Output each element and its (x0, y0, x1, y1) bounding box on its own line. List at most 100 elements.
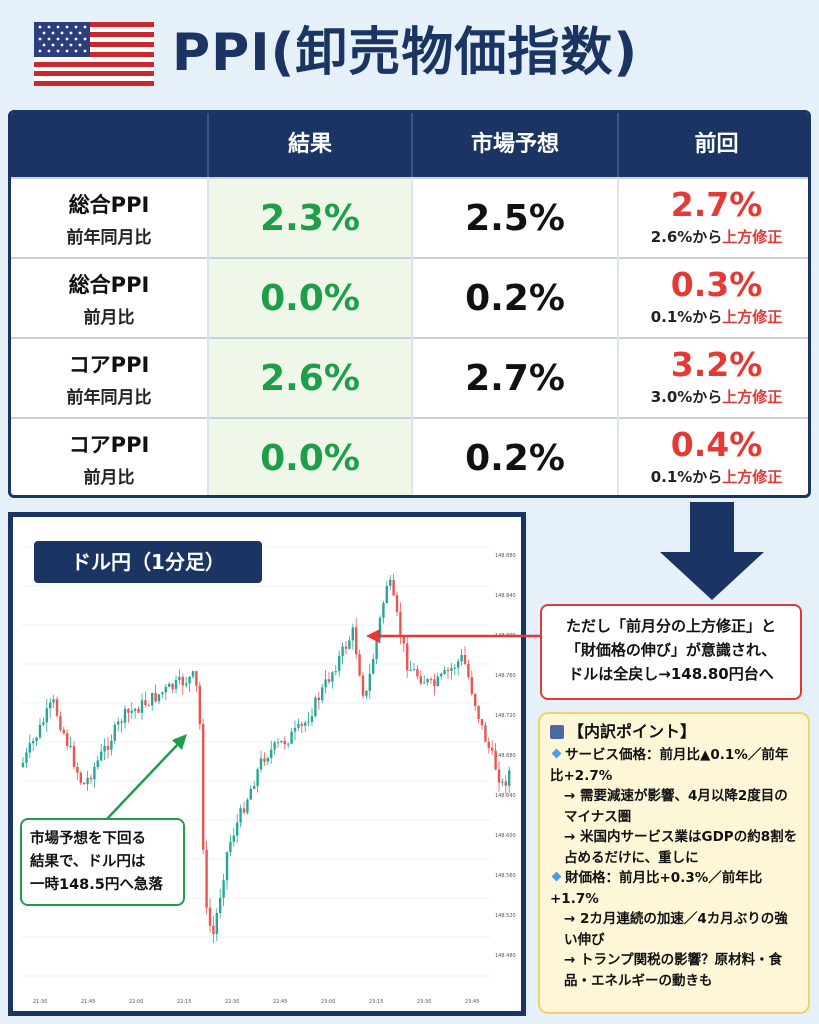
list-item: → トランプ関税の影響？原材料・食品・エネルギーの動きも (564, 952, 783, 989)
candle-body (45, 708, 48, 723)
chart-badge: ドル円（1分足） (34, 541, 262, 583)
y-tick-label: 148.520 (495, 913, 516, 919)
candle-body (55, 699, 59, 716)
candle-body (222, 880, 225, 898)
candle-body (191, 671, 195, 677)
candle-body (110, 740, 113, 750)
candle-body (49, 702, 52, 709)
candle-body (283, 740, 286, 745)
candle-body (385, 585, 388, 603)
candle-body (399, 611, 402, 636)
x-tick-label: 23:45 (465, 999, 479, 1005)
candle-body (28, 743, 31, 753)
candle-body (144, 700, 147, 706)
bar-chart-icon (550, 725, 564, 739)
candle-body (395, 595, 399, 612)
candle-body (304, 722, 307, 726)
candle-body (25, 752, 28, 763)
candle-body (229, 841, 232, 853)
candle-body (436, 676, 439, 687)
forecast-value: 2.5% (465, 198, 565, 239)
candle-body (460, 654, 463, 662)
candle-body (236, 822, 239, 836)
candle-body (440, 673, 443, 677)
candle-body (429, 679, 433, 681)
y-tick-label: 148.640 (495, 793, 516, 799)
candle-body (106, 745, 110, 750)
candle-body (79, 772, 82, 783)
row-label: コアPPI 前年同月比 (66, 353, 152, 408)
candle-body (188, 676, 191, 684)
candle-body (212, 925, 215, 935)
candle-body (202, 724, 205, 850)
chart-canvas: 148.880148.840148.800148.760148.720148.6… (13, 517, 521, 1011)
candle-body (123, 708, 127, 723)
candle-body (93, 766, 96, 780)
divider (411, 177, 413, 495)
column-header-forecast: 市場予想 (470, 132, 559, 157)
table-row: 総合PPI 前年同月比 2.3% 2.5% 2.7% 2.6%から上方修正 (11, 177, 808, 259)
x-tick-label: 23:00 (321, 999, 335, 1005)
candle-body (338, 655, 341, 672)
candle-body (273, 742, 276, 750)
table-row: コアPPI 前年同月比 2.6% 2.7% 3.2% 3.0%から上方修正 (11, 337, 808, 419)
candle-body (89, 777, 93, 780)
candle-body (225, 852, 229, 881)
previous-value: 2.7% 2.6%から上方修正 (650, 185, 783, 246)
candle-body (178, 676, 181, 681)
candle-body (419, 676, 422, 684)
x-tick-label: 23:30 (417, 999, 431, 1005)
candle-body (406, 643, 409, 671)
candle-body (293, 727, 297, 732)
candle-body (161, 692, 164, 695)
forecast-value: 2.7% (465, 358, 565, 399)
result-value: 0.0% (209, 259, 411, 339)
candle-body (372, 659, 375, 674)
table-row: 総合PPI 前月比 0.0% 0.2% 0.3% 0.1%から上方修正 (11, 257, 808, 339)
green-pointer-line (105, 741, 181, 821)
candle-body (327, 679, 331, 682)
points-title: 【内訳ポイント】 (550, 721, 798, 743)
candle-body (246, 799, 249, 813)
us-flag-icon (34, 22, 154, 86)
candle-body (443, 669, 446, 674)
y-tick-label: 148.720 (495, 713, 516, 719)
candle-body (351, 627, 354, 641)
candle-body (341, 646, 344, 656)
candle-body (477, 705, 480, 720)
red-pointer-head (366, 629, 380, 643)
candle-body (423, 682, 426, 684)
candle-body (147, 705, 150, 707)
candle-body (276, 742, 280, 744)
candle-body (307, 721, 310, 723)
candle-body (497, 769, 501, 783)
candle-body (344, 646, 348, 649)
candle-body (130, 710, 133, 713)
candle-body (470, 677, 473, 694)
candle-body (83, 782, 86, 785)
y-tick-label: 148.840 (495, 593, 516, 599)
candle-body (157, 694, 161, 702)
list-item: → 米国内サービス業はGDPの約8割を占めるだけに、重しに (564, 829, 798, 866)
usdjpy-chart: 148.880148.840148.800148.760148.720148.6… (8, 512, 526, 1016)
green-callout: 市場予想を下回る 結果で、ドル円は 一時148.5円へ急落 (20, 818, 185, 906)
candle-body (59, 715, 62, 730)
candle-body (378, 617, 382, 639)
row-label: 総合PPI 前年同月比 (66, 193, 152, 248)
candle-body (334, 671, 337, 673)
candle-body (426, 679, 429, 683)
previous-value: 0.3% 0.1%から上方修正 (650, 265, 783, 326)
candle-body (253, 786, 256, 789)
candle-body (392, 579, 395, 596)
candle-body (266, 758, 269, 762)
table-row: コアPPI 前月比 0.0% 0.2% 0.4% 0.1%から上方修正 (11, 417, 808, 495)
ppi-table: 結果 市場予想 前回 総合PPI 前年同月比 2.3% 2.5% 2.7% 2.6%… (8, 110, 811, 498)
result-value: 2.3% (209, 179, 411, 259)
column-header-previous: 前回 (694, 132, 739, 157)
candle-body (361, 675, 365, 696)
y-tick-label: 148.480 (495, 953, 516, 959)
candle-body (463, 654, 467, 664)
candle-body (368, 673, 371, 691)
candle-body (69, 745, 72, 747)
